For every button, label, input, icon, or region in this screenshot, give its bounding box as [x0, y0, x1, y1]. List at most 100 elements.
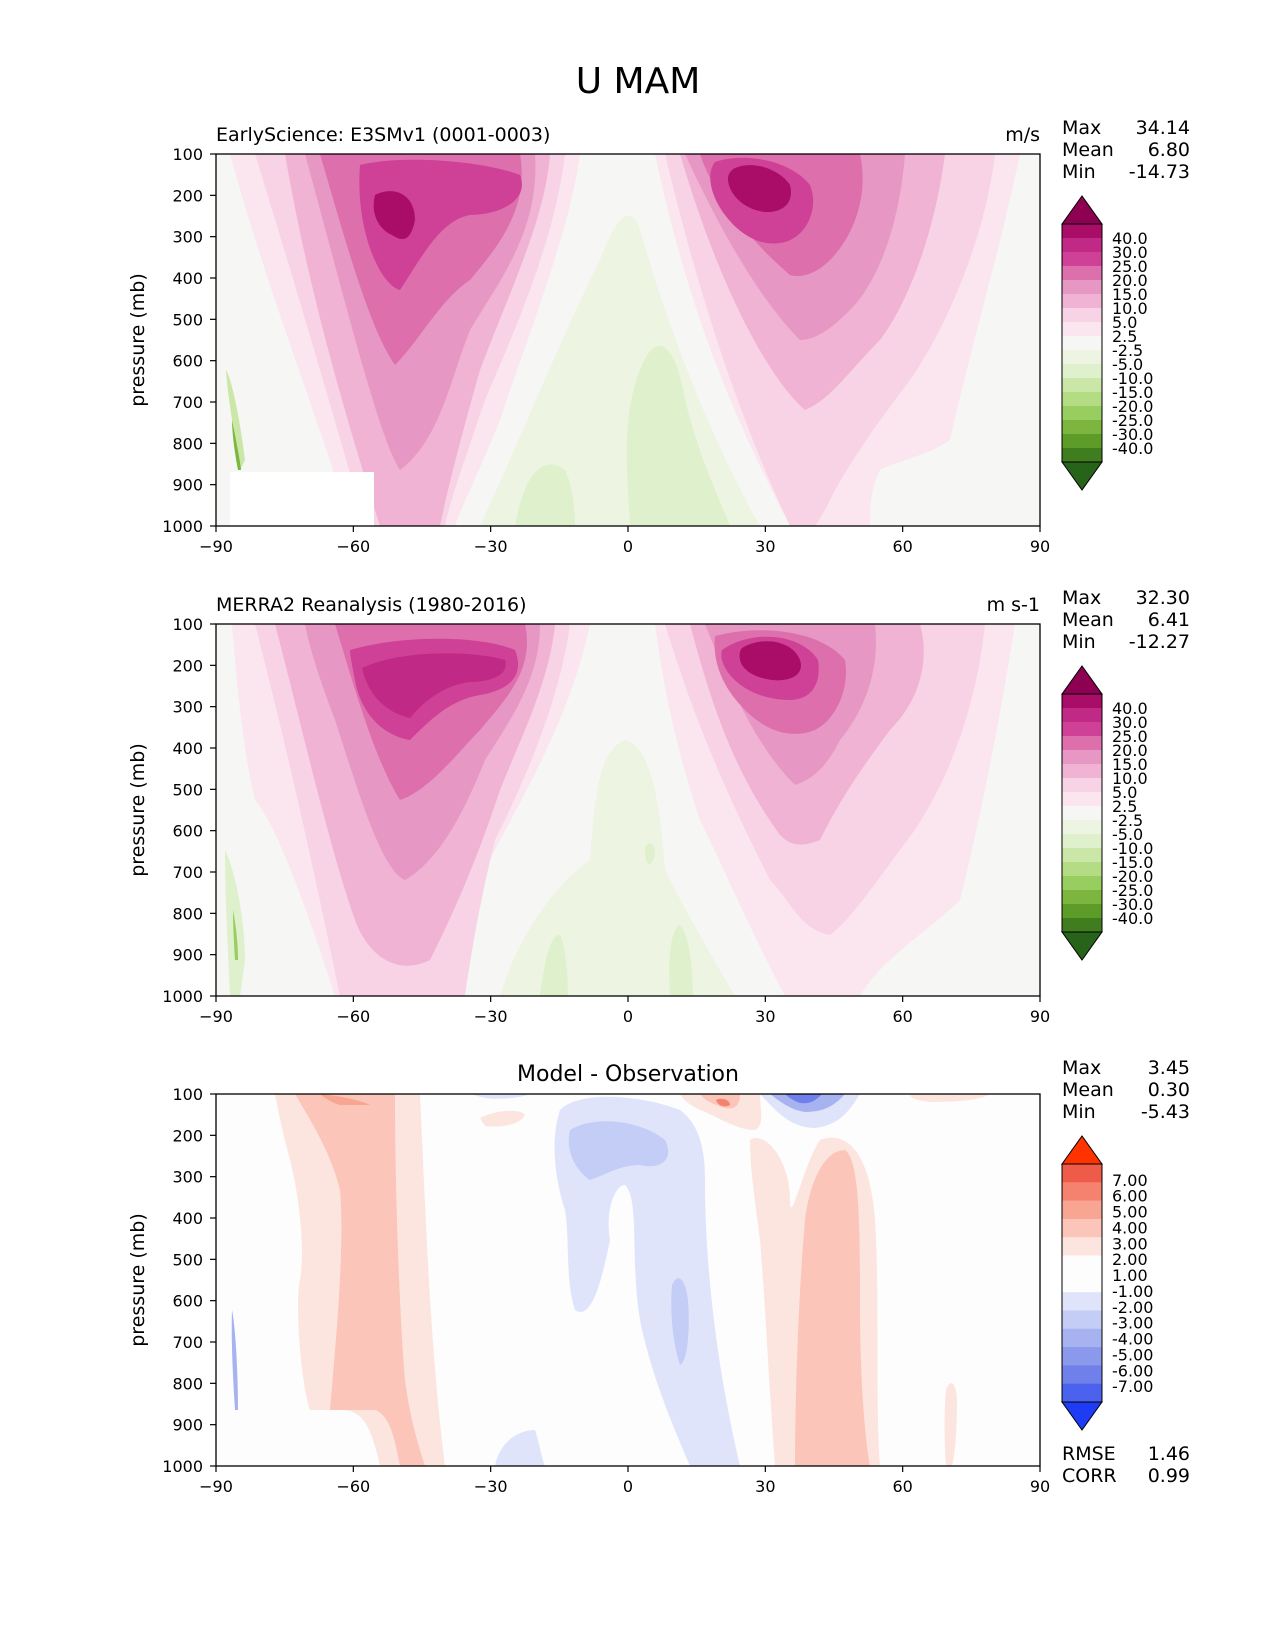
- panel-diff: Model - Observation pressu: [127, 1057, 1190, 1496]
- colorbar-swatch: [1062, 280, 1102, 295]
- tropical-easterly: [540, 843, 693, 996]
- stat-label-max: Max: [1062, 117, 1101, 139]
- colorbar-swatch: [1062, 406, 1102, 421]
- x-tick-label: 0: [623, 1477, 633, 1496]
- stat-value-mean: 6.80: [1148, 139, 1190, 161]
- colorbar-swatch: [1062, 750, 1102, 765]
- colorbar-level-label: 10.0: [1112, 769, 1148, 788]
- stat-label-min: Min: [1062, 1101, 1096, 1123]
- colorbar-swatch: [1062, 308, 1102, 323]
- panel-obs-colorbar: 40.030.025.020.015.010.05.02.5-2.5-5.0-1…: [1061, 665, 1153, 961]
- colorbar-swatch: [1062, 862, 1102, 877]
- x-tick-label: −60: [336, 1007, 370, 1026]
- colorbar-level-label: 15.0: [1112, 755, 1148, 774]
- x-tick-label: −90: [199, 537, 233, 556]
- y-tick-label: 600: [172, 352, 203, 371]
- colorbar-swatch: [1062, 1328, 1102, 1348]
- colorbar-swatch: [1062, 904, 1102, 919]
- stat-label-max: Max: [1062, 1057, 1101, 1079]
- tropical-easterly: [515, 346, 730, 526]
- colorbar-swatch: [1062, 224, 1102, 239]
- colorbar-swatch: [1062, 294, 1102, 309]
- colorbar-swatch: [1062, 722, 1102, 737]
- colorbar-swatch: [1062, 778, 1102, 793]
- nh-jet-30: [727, 165, 791, 213]
- x-tick-label: −30: [474, 537, 508, 556]
- colorbar-frame: [1061, 693, 1103, 933]
- colorbar-level-label: 15.0: [1112, 285, 1148, 304]
- y-tick-label: 900: [172, 476, 203, 495]
- colorbar-swatch: [1062, 238, 1102, 253]
- colorbar-bottom-extend: [1061, 931, 1103, 961]
- y-tick-label: 900: [172, 946, 203, 965]
- colorbar-level-label: -5.0: [1112, 355, 1143, 374]
- colorbar-level-label: 40.0: [1112, 699, 1148, 718]
- panel-model-contours: [216, 154, 1040, 526]
- colorbar-level-label: 2.00: [1112, 1250, 1148, 1269]
- x-tick-label: 90: [1030, 537, 1050, 556]
- x-tick-label: 30: [755, 537, 775, 556]
- colorbar-top-extend: [1061, 195, 1103, 225]
- missing-data-mask: [230, 472, 374, 526]
- y-tick-label: 800: [172, 1374, 203, 1393]
- x-tick-label: −30: [474, 1477, 508, 1496]
- stat-label-min: Min: [1062, 631, 1096, 653]
- y-tick-label: 600: [172, 1292, 203, 1311]
- x-tick-label: 0: [623, 1007, 633, 1026]
- colorbar-swatch: [1062, 252, 1102, 267]
- nh-jet-30: [739, 641, 801, 681]
- colorbar-level-label: -10.0: [1112, 839, 1153, 858]
- stat-value-min: -5.43: [1141, 1101, 1190, 1123]
- colorbar-level-label: -25.0: [1112, 411, 1153, 430]
- y-tick-label: 500: [172, 1250, 203, 1269]
- y-tick-label: 400: [172, 269, 203, 288]
- colorbar-level-label: 2.5: [1112, 797, 1137, 816]
- sh-diff-positive-2: [295, 1094, 425, 1466]
- colorbar-level-label: 5.00: [1112, 1203, 1148, 1222]
- stat-label-min: Min: [1062, 161, 1096, 183]
- colorbar-level-label: -6.00: [1112, 1361, 1153, 1380]
- colorbar-level-label: -2.5: [1112, 341, 1143, 360]
- colorbar-bottom-extend: [1061, 461, 1103, 491]
- panel-diff-ylabel: pressure (mb): [127, 1213, 149, 1347]
- antarctic-easterly: [226, 370, 245, 470]
- panel-obs-title: MERRA2 Reanalysis (1980-2016): [216, 594, 527, 616]
- nh-top-diff-negative-3: [785, 1094, 822, 1104]
- colorbar-top-extend: [1061, 1135, 1103, 1165]
- panel-model: EarlyScience: E3SMv1 (0001-0003) m/s: [127, 117, 1190, 556]
- y-tick-label: 700: [172, 863, 203, 882]
- stat-value-mean: 0.30: [1148, 1079, 1190, 1101]
- colorbar-level-label: 1.00: [1112, 1266, 1148, 1285]
- y-tick-label: 400: [172, 1209, 203, 1228]
- antarctic-diff-negative: [231, 1310, 238, 1410]
- colorbar-level-label: -40.0: [1112, 909, 1153, 928]
- tropical-diff-negative-2: [568, 1121, 669, 1180]
- y-tick-label: 800: [172, 434, 203, 453]
- x-tick-label: 30: [755, 1477, 775, 1496]
- colorbar-swatch: [1062, 448, 1102, 463]
- colorbar-level-label: 25.0: [1112, 727, 1148, 746]
- panel-obs-contours: [216, 624, 1040, 996]
- panel-model-units: m/s: [1005, 124, 1040, 146]
- x-tick-label: 60: [892, 1477, 912, 1496]
- colorbar-level-label: -20.0: [1112, 867, 1153, 886]
- colorbar-level-label: -20.0: [1112, 397, 1153, 416]
- x-tick-label: 0: [623, 537, 633, 556]
- colorbar-swatch: [1062, 1218, 1102, 1238]
- arctic-diff-positive: [944, 1383, 957, 1466]
- colorbar-swatch: [1062, 890, 1102, 905]
- y-tick-label: 1000: [162, 1457, 203, 1476]
- colorbar-frame: [1061, 1163, 1103, 1403]
- x-tick-label: −90: [199, 1007, 233, 1026]
- colorbar-level-label: -2.5: [1112, 811, 1143, 830]
- stat-label-mean: Mean: [1062, 1079, 1114, 1101]
- colorbar-swatch: [1062, 1164, 1102, 1183]
- panel-diff-axes: −90 −60 −30 0 30 60 90 100 200 300 400 500 600 700 800…: [162, 1085, 1050, 1496]
- colorbar-swatch: [1062, 322, 1102, 337]
- y-tick-label: 300: [172, 698, 203, 717]
- stat-label-mean: Mean: [1062, 609, 1114, 631]
- colorbar-swatch: [1062, 392, 1102, 407]
- antarctic-easterly-strong: [232, 420, 241, 470]
- x-tick-label: 90: [1030, 1007, 1050, 1026]
- colorbar-level-label: -2.00: [1112, 1298, 1153, 1317]
